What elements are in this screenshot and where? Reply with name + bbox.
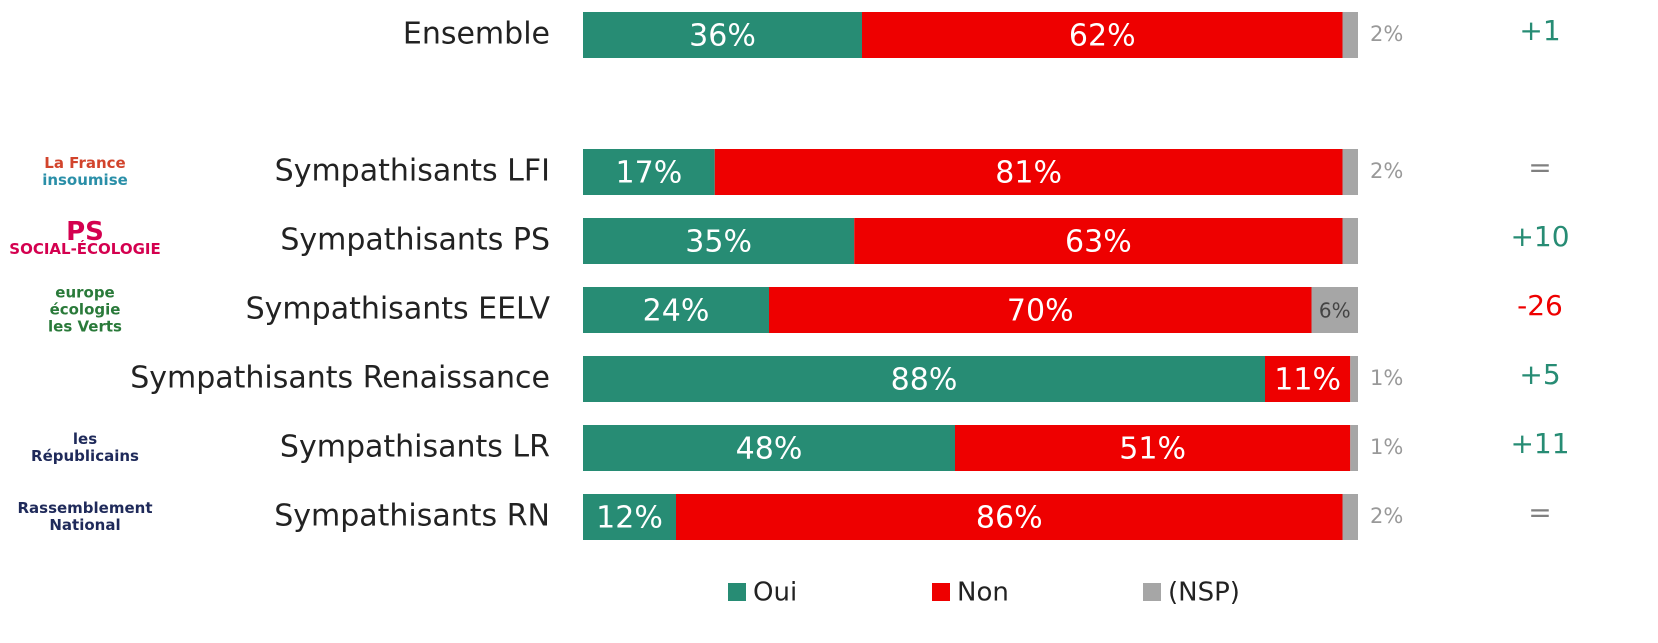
category-label: Sympathisants LR xyxy=(280,430,550,465)
bar-segment xyxy=(1342,12,1358,58)
logo-text: les Verts xyxy=(48,318,122,336)
change-label: = xyxy=(1528,151,1551,184)
logo-text: insoumise xyxy=(42,171,128,189)
category-label: Sympathisants RN xyxy=(274,499,550,534)
legend-swatch xyxy=(1143,583,1161,601)
change-label: +1 xyxy=(1519,14,1560,47)
bar-segment xyxy=(676,494,1343,540)
legend-label: Oui xyxy=(753,578,797,608)
logo-text: La France xyxy=(44,154,125,172)
category-label: Sympathisants LFI xyxy=(275,154,550,189)
legend-label: Non xyxy=(957,578,1009,608)
value-label: 63% xyxy=(1065,225,1132,260)
bar-segment xyxy=(1350,425,1358,471)
bar-segment xyxy=(1265,356,1351,402)
legend-swatch xyxy=(932,583,950,601)
bar-segment xyxy=(862,12,1343,58)
value-label: 2% xyxy=(1370,159,1403,183)
change-label: = xyxy=(1528,496,1551,529)
bar-segment xyxy=(1342,494,1358,540)
change-label: -26 xyxy=(1517,289,1563,322)
change-label: +11 xyxy=(1510,427,1569,460)
value-label: 36% xyxy=(689,19,756,54)
bar-segment xyxy=(769,287,1312,333)
category-label: Ensemble xyxy=(403,17,550,52)
logo-text: Rassemblement xyxy=(17,499,152,517)
value-label: 88% xyxy=(891,363,958,398)
bar-segment xyxy=(583,356,1265,402)
bar-segment xyxy=(1350,356,1358,402)
legend-label: (NSP) xyxy=(1168,578,1240,608)
value-label: 2% xyxy=(1370,504,1403,528)
logo-text: National xyxy=(49,516,120,534)
bar-segment xyxy=(854,218,1343,264)
value-label: 24% xyxy=(643,294,710,329)
value-label: 86% xyxy=(976,501,1043,536)
value-label: 11% xyxy=(1274,363,1341,398)
category-label: Sympathisants Renaissance xyxy=(130,361,550,396)
logo-text: Républicains xyxy=(31,447,139,465)
bar-segment xyxy=(583,425,955,471)
bar-segment xyxy=(1311,287,1358,333)
bar-segment xyxy=(955,425,1351,471)
change-label: +5 xyxy=(1519,358,1560,391)
bar-segment xyxy=(714,149,1343,195)
value-label: 81% xyxy=(995,156,1062,191)
legend-swatch xyxy=(728,583,746,601)
bar-segment xyxy=(583,218,855,264)
bar-segment xyxy=(1342,149,1358,195)
bar-segment xyxy=(583,12,862,58)
value-label: 6% xyxy=(1319,299,1351,323)
value-label: 1% xyxy=(1370,366,1403,390)
value-label: 35% xyxy=(685,225,752,260)
value-label: 12% xyxy=(596,501,663,536)
bar-segment xyxy=(583,287,769,333)
value-label: 48% xyxy=(736,432,803,467)
bar-segment xyxy=(583,494,676,540)
logo-text: écologie xyxy=(50,301,121,319)
value-label: 51% xyxy=(1119,432,1186,467)
value-label: 62% xyxy=(1069,19,1136,54)
logo-text: les xyxy=(73,430,97,448)
value-label: 1% xyxy=(1370,435,1403,459)
value-label: 17% xyxy=(616,156,683,191)
value-label: 2% xyxy=(1370,22,1403,46)
category-label: Sympathisants EELV xyxy=(246,292,551,327)
logo-text: SOCIAL-ÉCOLOGIE xyxy=(9,239,160,258)
change-label: +10 xyxy=(1510,220,1569,253)
logo-text: PS xyxy=(66,217,104,247)
category-label: Sympathisants PS xyxy=(280,223,550,258)
logo-text: europe xyxy=(55,284,114,302)
bar-segment xyxy=(583,149,715,195)
bar-segment xyxy=(1342,218,1358,264)
value-label: 70% xyxy=(1007,294,1074,329)
